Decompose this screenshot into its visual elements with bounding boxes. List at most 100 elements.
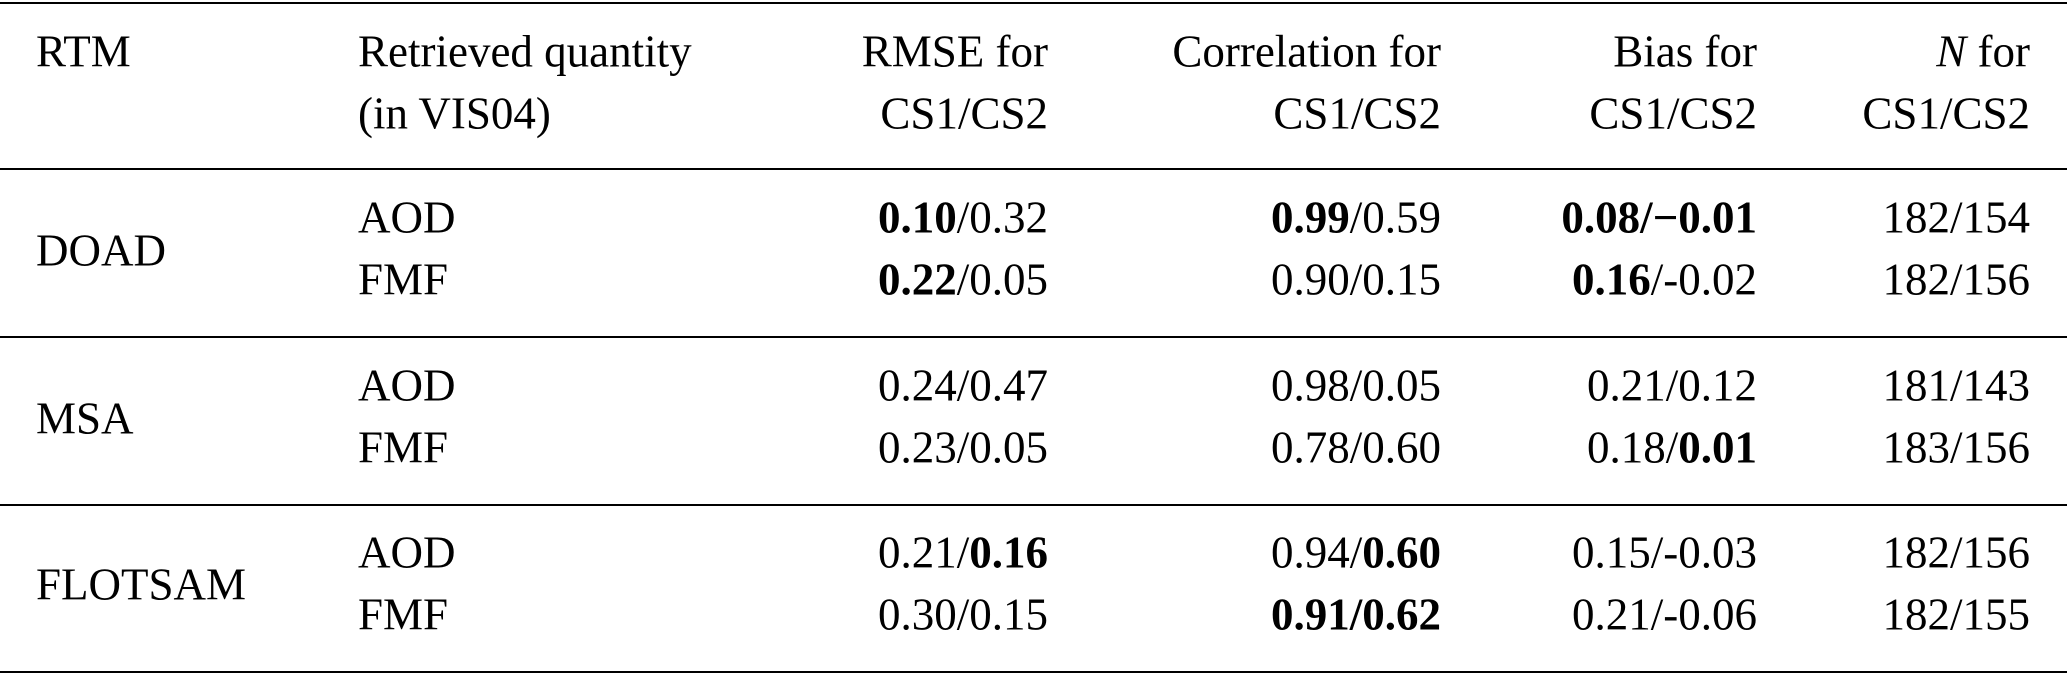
n-cell: 182/155 bbox=[1882, 589, 2031, 640]
correlation-cs2-value: 0.60 bbox=[1362, 527, 1441, 578]
correlation-cell: 0.94/0.60 bbox=[1270, 527, 1441, 578]
retrieved-quantity: FMF bbox=[358, 254, 449, 305]
bias-cs1-value: 0.21 bbox=[1586, 360, 1666, 411]
retrieved-quantity: AOD bbox=[358, 527, 456, 578]
rmse-cell: 0.21/0.16 bbox=[877, 527, 1048, 578]
n-cell: 183/156 bbox=[1882, 422, 2031, 473]
n-cs1-value: 183 bbox=[1882, 422, 1950, 473]
rtm-name: DOAD bbox=[36, 225, 166, 276]
correlation-cs1-value: 0.91 bbox=[1270, 589, 1350, 640]
separator: / bbox=[956, 527, 970, 578]
n-cs1-value: 182 bbox=[1882, 527, 1950, 578]
separator: / bbox=[1949, 192, 1963, 243]
separator: / bbox=[956, 422, 970, 473]
n-cs1-value: 182 bbox=[1882, 254, 1950, 305]
n-cs2-value: 155 bbox=[1962, 589, 2031, 640]
rmse-cell: 0.10/0.32 bbox=[877, 192, 1048, 243]
separator: / bbox=[1949, 254, 1963, 305]
n-cell: 182/156 bbox=[1882, 527, 2031, 578]
separator: / bbox=[956, 254, 970, 305]
header-quantity: Retrieved quantity bbox=[358, 26, 692, 77]
retrieved-quantity: AOD bbox=[358, 192, 456, 243]
correlation-cs2-value: 0.62 bbox=[1362, 589, 1441, 640]
bias-cs1-value: 0.15 bbox=[1571, 527, 1651, 578]
n-cs2-value: 143 bbox=[1962, 360, 2031, 411]
n-cell: 182/156 bbox=[1882, 254, 2031, 305]
n-cs2-value: 156 bbox=[1962, 254, 2031, 305]
correlation-cell: 0.98/0.05 bbox=[1271, 360, 1441, 411]
rmse-cs1-value: 0.10 bbox=[877, 192, 957, 243]
correlation-cs1-value: 0.94 bbox=[1270, 527, 1350, 578]
rmse-cs1-value: 0.30 bbox=[877, 589, 957, 640]
bias-cs2-value: 0.12 bbox=[1678, 360, 1757, 411]
bias-cell: 0.21/-0.06 bbox=[1572, 589, 1757, 640]
separator: / bbox=[956, 192, 970, 243]
bias-cell: 0.16/-0.02 bbox=[1571, 254, 1757, 305]
bias-cell: 0.08/−0.01 bbox=[1561, 192, 1757, 243]
correlation-cs2-value: 0.05 bbox=[1362, 360, 1441, 411]
correlation-cs2-value: 0.59 bbox=[1362, 192, 1441, 243]
correlation-cs2-value: 0.60 bbox=[1362, 422, 1441, 473]
retrieved-quantity: FMF bbox=[358, 422, 449, 473]
correlation-cell: 0.90/0.15 bbox=[1270, 254, 1441, 305]
bottom-rule bbox=[0, 671, 2067, 673]
rtm-name: MSA bbox=[36, 393, 134, 444]
n-cs1-value: 182 bbox=[1882, 589, 1950, 640]
bias-cs1-value: 0.16 bbox=[1571, 254, 1651, 305]
n-cell: 182/154 bbox=[1882, 192, 2031, 243]
rmse-cs2-value: 0.32 bbox=[969, 192, 1048, 243]
bias-cs2-value: −0.01 bbox=[1652, 192, 1757, 243]
separator: / bbox=[1349, 360, 1363, 411]
separator: / bbox=[1349, 589, 1363, 640]
retrieved-quantity: FMF bbox=[358, 589, 449, 640]
header-correlation: Correlation for bbox=[1172, 26, 1441, 77]
header-n-symbol: N bbox=[1936, 26, 1967, 77]
bias-cs1-value: 0.18 bbox=[1586, 422, 1666, 473]
n-cs1-value: 182 bbox=[1882, 192, 1950, 243]
rmse-cs1-value: 0.24 bbox=[877, 360, 957, 411]
separator: / bbox=[1349, 422, 1363, 473]
header-bias: Bias for bbox=[1613, 26, 1757, 77]
bias-cell: 0.18/0.01 bbox=[1586, 422, 1757, 473]
correlation-cs1-value: 0.90 bbox=[1270, 254, 1350, 305]
n-cs2-value: 156 bbox=[1962, 422, 2031, 473]
n-cs1-value: 181 bbox=[1882, 360, 1950, 411]
n-cs2-value: 156 bbox=[1962, 527, 2031, 578]
correlation-cell: 0.91/0.62 bbox=[1270, 589, 1441, 640]
separator: / bbox=[1650, 527, 1664, 578]
correlation-cell: 0.78/0.60 bbox=[1270, 422, 1441, 473]
separator: / bbox=[1949, 360, 1963, 411]
separator: / bbox=[1949, 422, 1963, 473]
separator: / bbox=[1665, 422, 1679, 473]
correlation-cs2-value: 0.15 bbox=[1362, 254, 1441, 305]
header-bias-sub: CS1/CS2 bbox=[1589, 88, 1757, 139]
header-rmse: RMSE for bbox=[861, 26, 1048, 77]
top-rule bbox=[0, 2, 2067, 4]
header-n: N for bbox=[1936, 26, 2030, 77]
rmse-cell: 0.24/0.47 bbox=[877, 360, 1048, 411]
bias-cs1-value: 0.08 bbox=[1561, 192, 1641, 243]
separator: / bbox=[1949, 589, 1963, 640]
separator: / bbox=[1650, 254, 1664, 305]
bias-cs2-value: -0.06 bbox=[1663, 589, 1757, 640]
separator: / bbox=[956, 589, 970, 640]
bias-cell: 0.21/0.12 bbox=[1586, 360, 1757, 411]
rtm-name: FLOTSAM bbox=[36, 559, 247, 610]
bias-cell: 0.15/-0.03 bbox=[1571, 527, 1757, 578]
header-rule bbox=[0, 168, 2067, 170]
bias-cs2-value: -0.03 bbox=[1663, 527, 1757, 578]
header-n-text: for bbox=[1966, 26, 2030, 77]
rmse-cs2-value: 0.47 bbox=[969, 360, 1048, 411]
rmse-cs1-value: 0.23 bbox=[877, 422, 957, 473]
header-rmse-sub: CS1/CS2 bbox=[880, 88, 1048, 139]
retrieved-quantity: AOD bbox=[358, 360, 456, 411]
n-cs2-value: 154 bbox=[1962, 192, 2031, 243]
correlation-cs1-value: 0.78 bbox=[1270, 422, 1350, 473]
rmse-cs1-value: 0.21 bbox=[877, 527, 957, 578]
rmse-cs2-value: 0.05 bbox=[969, 422, 1048, 473]
rmse-cs2-value: 0.15 bbox=[969, 589, 1048, 640]
correlation-cs1-value: 0.99 bbox=[1270, 192, 1350, 243]
rmse-cell: 0.22/0.05 bbox=[878, 254, 1048, 305]
header-n-sub: CS1/CS2 bbox=[1862, 88, 2030, 139]
separator: / bbox=[1349, 254, 1363, 305]
